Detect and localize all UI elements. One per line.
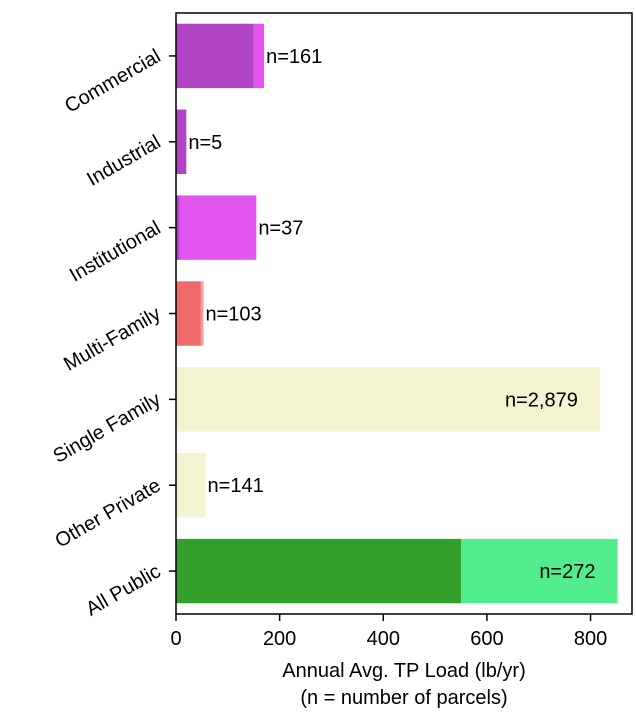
category-label-commercial: Commercial — [61, 45, 164, 117]
x-tick-label-600: 600 — [470, 628, 503, 650]
x-tick-label-200: 200 — [263, 628, 296, 650]
x-axis-subtitle: (n = number of parcels) — [300, 687, 507, 709]
data-label-all-public: n=272 — [539, 561, 595, 583]
bar-single-family-segment-2 — [176, 367, 600, 432]
category-label-multi-family: Multi-Family — [60, 303, 164, 376]
bar-all-public-segment-2 — [461, 538, 618, 604]
bar-commercial-segment-2 — [253, 23, 265, 89]
data-label-multi-family: n=103 — [205, 304, 261, 326]
bar-multi-family-segment-2 — [200, 281, 204, 346]
bar-institutional-segment-1 — [176, 195, 180, 260]
category-labels-layer: Commercial Industrial Institutional Multi-F… — [50, 45, 176, 621]
category-label-single-family: Single Family — [50, 389, 165, 468]
data-label-institutional: n=37 — [258, 218, 303, 240]
bar-all-public-segment-1 — [176, 538, 461, 604]
category-label-other-private: Other Private — [51, 474, 164, 552]
bar-institutional-segment-2 — [179, 195, 257, 260]
x-tick-label-0: 0 — [170, 628, 181, 650]
x-ticks-layer: 0 200 400 600 800 — [170, 614, 607, 650]
bar-other-private-segment-2 — [176, 453, 206, 518]
data-labels-layer: n=161 n=5 n=37 n=103 n=2,879 n=141 n=272 — [188, 46, 595, 583]
x-tick-label-800: 800 — [574, 628, 607, 650]
plot-frame — [175, 12, 633, 615]
data-label-single-family: n=2,879 — [505, 389, 578, 411]
bar-commercial-segment-1 — [176, 23, 254, 89]
data-label-commercial: n=161 — [266, 46, 322, 68]
category-label-all-public: All Public — [82, 560, 164, 620]
category-label-industrial: Industrial — [83, 131, 164, 191]
bar-industrial-segment-1 — [176, 109, 187, 174]
bars-layer — [176, 23, 618, 604]
bar-multi-family-segment-1 — [176, 281, 201, 346]
data-label-other-private: n=141 — [208, 475, 264, 497]
x-tick-label-400: 400 — [367, 628, 400, 650]
x-axis-title: Annual Avg. TP Load (lb/yr) — [282, 660, 526, 682]
category-label-institutional: Institutional — [66, 217, 165, 287]
data-label-industrial: n=5 — [188, 132, 222, 154]
